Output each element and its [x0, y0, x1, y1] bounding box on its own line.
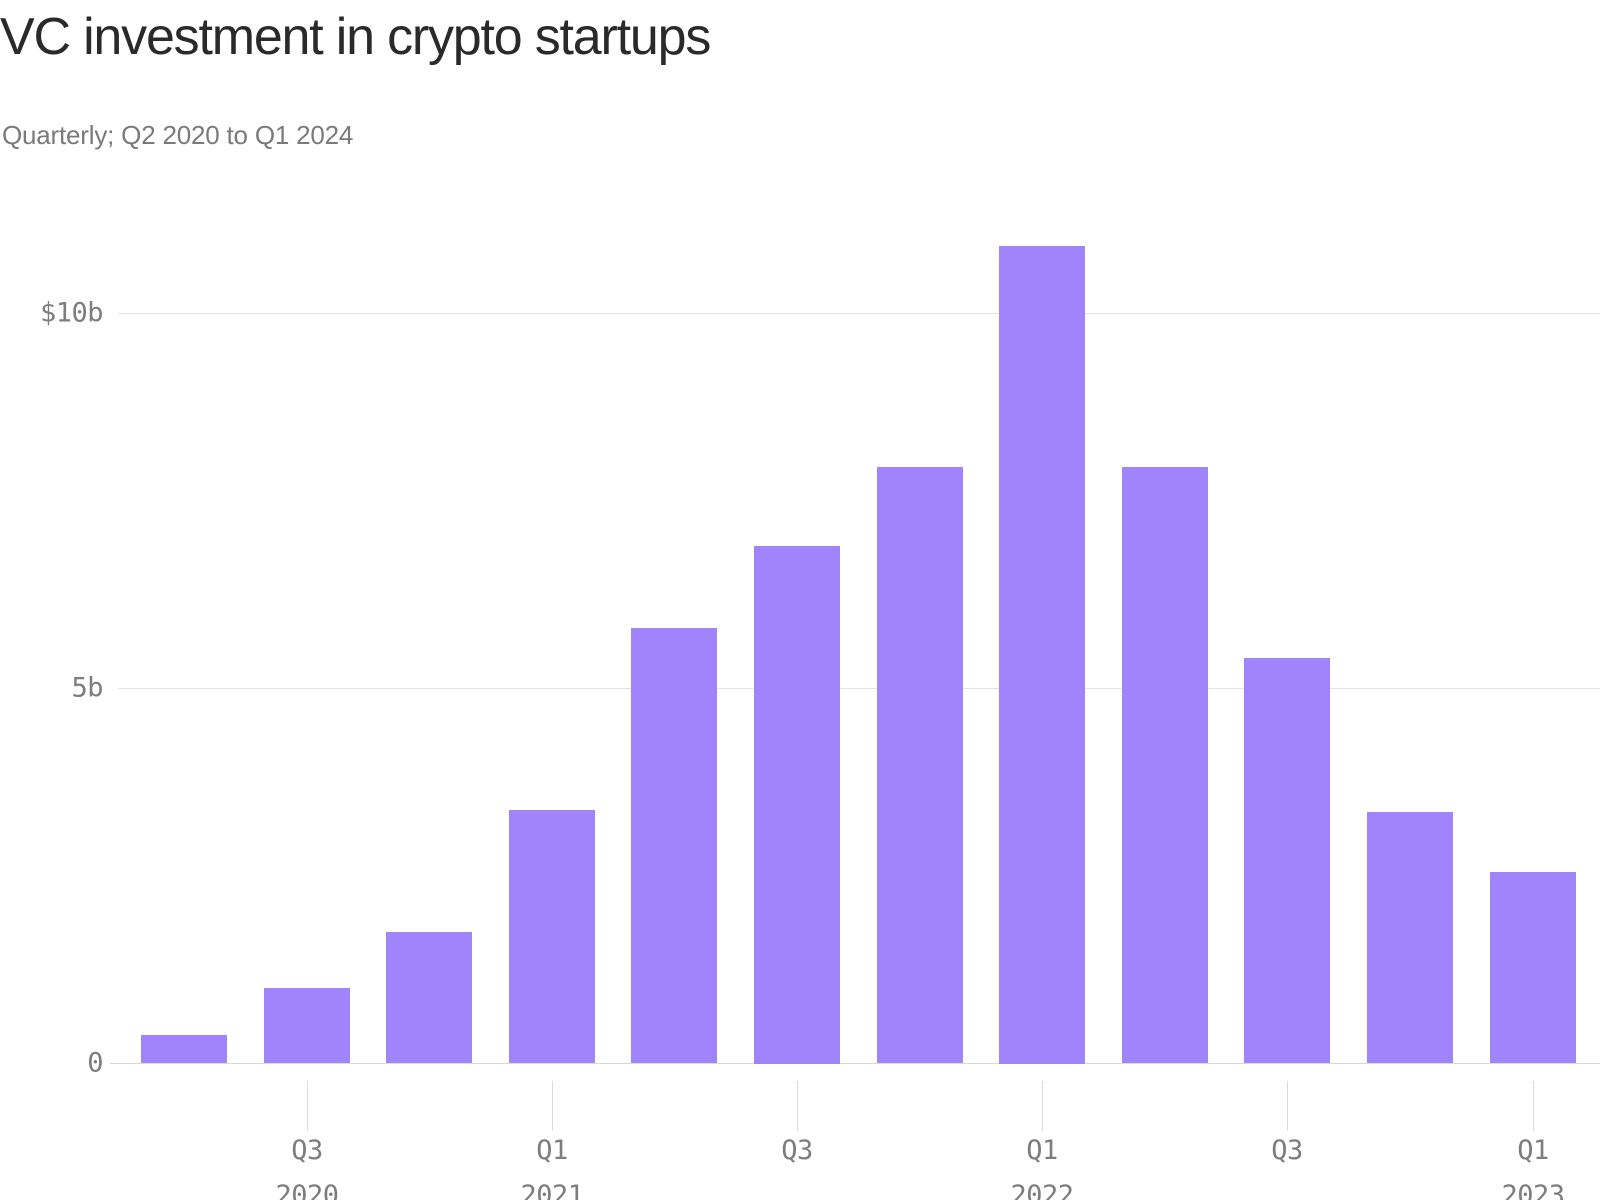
- bar[interactable]: [141, 1035, 227, 1063]
- x-axis-year-label: 2020: [275, 1180, 339, 1200]
- x-axis-tick-mark: [797, 1081, 798, 1131]
- x-axis-year-label: 2022: [1010, 1180, 1074, 1200]
- bar[interactable]: [877, 467, 963, 1063]
- bar[interactable]: [1244, 658, 1330, 1063]
- bar[interactable]: [509, 810, 595, 1063]
- y-axis-tick-label: 5b: [71, 672, 103, 704]
- y-axis-tick-label: 0: [87, 1047, 103, 1079]
- x-axis-tick-mark: [1042, 1081, 1043, 1131]
- chart-subtitle: Quarterly; Q2 2020 to Q1 2024: [2, 120, 354, 150]
- x-axis-quarter-label: Q1: [536, 1135, 568, 1166]
- bar[interactable]: [1490, 872, 1576, 1063]
- x-axis-quarter-label: Q3: [291, 1135, 323, 1166]
- x-axis-quarter-label: Q3: [1271, 1135, 1303, 1166]
- bar[interactable]: [999, 246, 1085, 1064]
- x-axis-tick-mark: [307, 1081, 308, 1131]
- x-axis-quarter-label: Q1: [1517, 1135, 1549, 1166]
- gridline: [118, 688, 1600, 689]
- x-axis-year-label: 2023: [1501, 1180, 1565, 1200]
- x-axis-year-label: 2021: [520, 1180, 584, 1200]
- y-axis-tick-label: $10b: [39, 297, 104, 329]
- bar[interactable]: [1122, 467, 1208, 1063]
- axis-baseline: [110, 1063, 1600, 1064]
- x-axis-tick-mark: [1533, 1081, 1534, 1131]
- x-axis-tick-mark: [552, 1081, 553, 1131]
- x-axis-tick-mark: [1287, 1081, 1288, 1131]
- bar[interactable]: [386, 932, 472, 1063]
- bar[interactable]: [264, 988, 350, 1063]
- bar[interactable]: [631, 628, 717, 1063]
- bar[interactable]: [1367, 812, 1453, 1063]
- x-axis-quarter-label: Q3: [781, 1135, 813, 1166]
- chart-title: VC investment in crypto startups: [0, 8, 711, 66]
- x-axis-quarter-label: Q1: [1026, 1135, 1058, 1166]
- bar[interactable]: [754, 546, 840, 1064]
- gridline: [118, 313, 1600, 314]
